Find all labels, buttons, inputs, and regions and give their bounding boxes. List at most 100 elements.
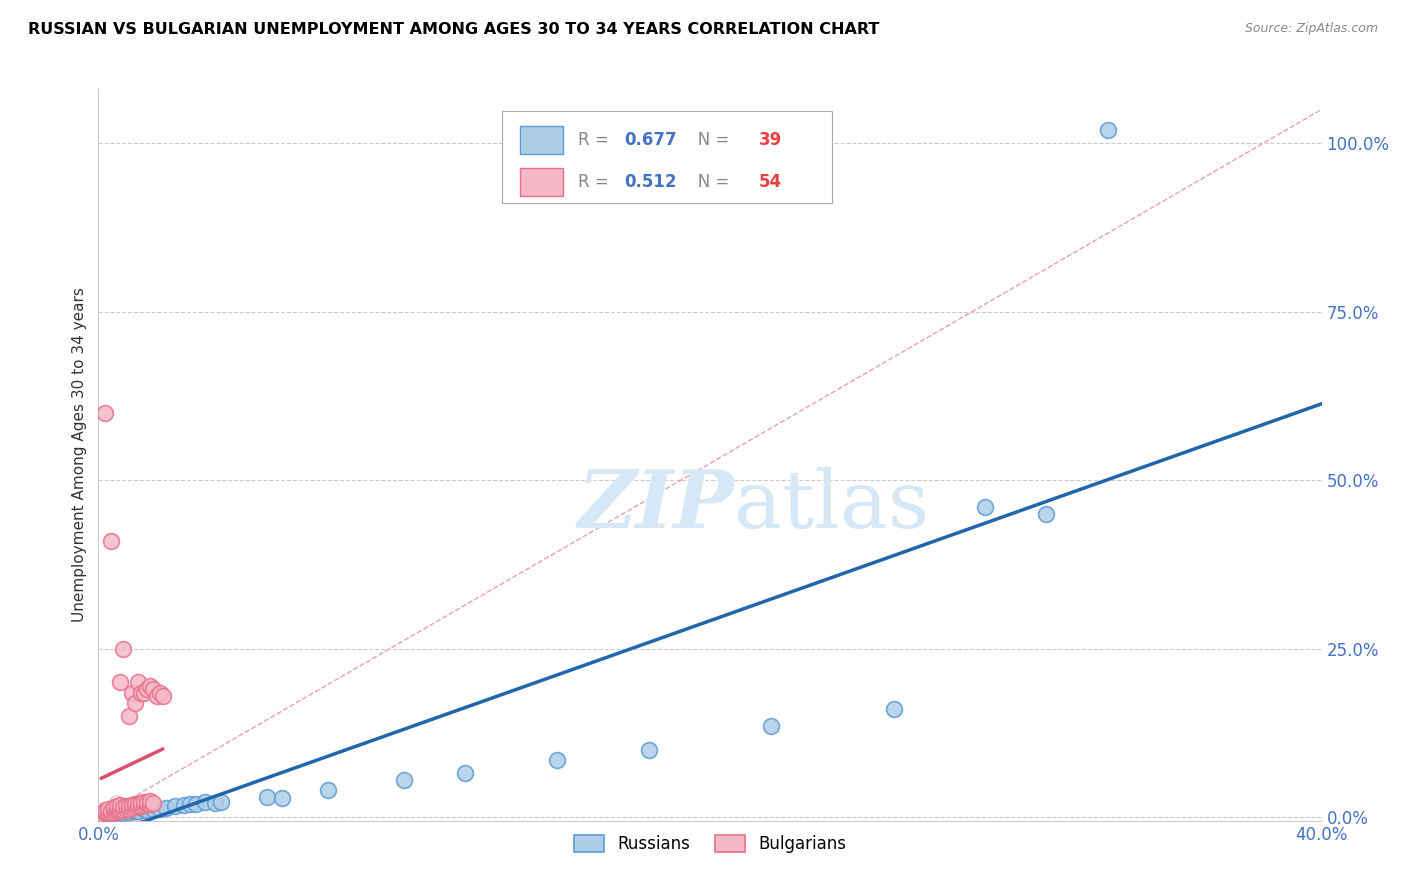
- Point: [136, 797, 159, 812]
- Point: [145, 689, 167, 703]
- Point: [209, 795, 232, 809]
- Point: [93, 805, 115, 820]
- Point: [91, 807, 114, 822]
- Text: 54: 54: [759, 173, 782, 191]
- Point: [115, 802, 138, 816]
- Point: [97, 806, 120, 821]
- Point: [96, 808, 118, 822]
- Point: [124, 696, 146, 710]
- Point: [131, 805, 153, 819]
- Point: [127, 799, 149, 814]
- Text: N =: N =: [682, 130, 734, 149]
- Point: [96, 809, 118, 823]
- Point: [392, 773, 416, 788]
- Point: [149, 685, 172, 699]
- Point: [103, 800, 125, 814]
- Point: [97, 809, 120, 823]
- Point: [637, 743, 661, 757]
- Point: [124, 797, 146, 812]
- Point: [97, 808, 120, 822]
- Point: [108, 804, 131, 818]
- Point: [94, 808, 117, 822]
- Point: [110, 808, 132, 822]
- Point: [90, 808, 112, 822]
- Point: [105, 795, 128, 809]
- Point: [93, 809, 115, 823]
- Point: [97, 802, 120, 816]
- Point: [173, 798, 195, 813]
- Point: [136, 803, 159, 817]
- Point: [115, 804, 138, 818]
- Point: [100, 805, 122, 819]
- Point: [94, 807, 117, 822]
- Point: [94, 807, 117, 822]
- Text: 0.677: 0.677: [624, 130, 678, 149]
- Point: [120, 807, 142, 822]
- Point: [759, 719, 782, 733]
- Point: [93, 807, 115, 822]
- Point: [152, 689, 174, 703]
- Point: [100, 805, 122, 820]
- Point: [139, 794, 162, 808]
- Point: [108, 675, 131, 690]
- Point: [134, 809, 156, 823]
- Point: [134, 798, 156, 813]
- Point: [93, 805, 115, 820]
- Point: [91, 809, 114, 823]
- Point: [91, 809, 114, 823]
- Point: [127, 804, 149, 818]
- Point: [90, 806, 112, 821]
- Point: [104, 809, 127, 823]
- Point: [93, 805, 115, 819]
- Point: [149, 802, 172, 816]
- Point: [93, 805, 115, 820]
- Point: [121, 803, 143, 817]
- Text: RUSSIAN VS BULGARIAN UNEMPLOYMENT AMONG AGES 30 TO 34 YEARS CORRELATION CHART: RUSSIAN VS BULGARIAN UNEMPLOYMENT AMONG …: [28, 22, 880, 37]
- Point: [127, 806, 149, 821]
- Point: [118, 798, 141, 813]
- Point: [139, 679, 162, 693]
- Point: [93, 808, 115, 822]
- Point: [93, 804, 115, 818]
- Point: [1035, 507, 1057, 521]
- Point: [103, 805, 125, 819]
- Point: [118, 709, 141, 723]
- Point: [121, 801, 143, 815]
- Point: [316, 783, 339, 797]
- Point: [93, 805, 115, 820]
- Point: [179, 797, 201, 811]
- Point: [142, 682, 165, 697]
- Text: N =: N =: [682, 173, 734, 191]
- Point: [186, 797, 208, 812]
- Point: [1097, 122, 1119, 136]
- Point: [124, 804, 146, 818]
- Bar: [520, 169, 564, 196]
- Point: [91, 807, 114, 822]
- Point: [134, 802, 156, 816]
- Point: [91, 804, 114, 818]
- Point: [139, 797, 162, 811]
- Point: [142, 796, 165, 810]
- Point: [101, 806, 124, 821]
- Text: R =: R =: [578, 173, 614, 191]
- Point: [121, 803, 143, 817]
- Point: [101, 808, 124, 822]
- Point: [93, 805, 115, 820]
- Point: [97, 806, 120, 821]
- Point: [105, 804, 128, 818]
- Point: [129, 798, 152, 813]
- Point: [127, 675, 149, 690]
- Point: [103, 802, 125, 816]
- Point: [100, 808, 122, 822]
- Point: [111, 803, 134, 817]
- Point: [118, 804, 141, 818]
- Point: [97, 808, 120, 822]
- Point: [105, 802, 128, 816]
- Point: [115, 799, 138, 814]
- Text: ZIP: ZIP: [578, 467, 734, 545]
- Point: [93, 804, 115, 818]
- Point: [93, 809, 115, 823]
- Point: [546, 753, 568, 767]
- Point: [134, 685, 156, 699]
- Text: Source: ZipAtlas.com: Source: ZipAtlas.com: [1244, 22, 1378, 36]
